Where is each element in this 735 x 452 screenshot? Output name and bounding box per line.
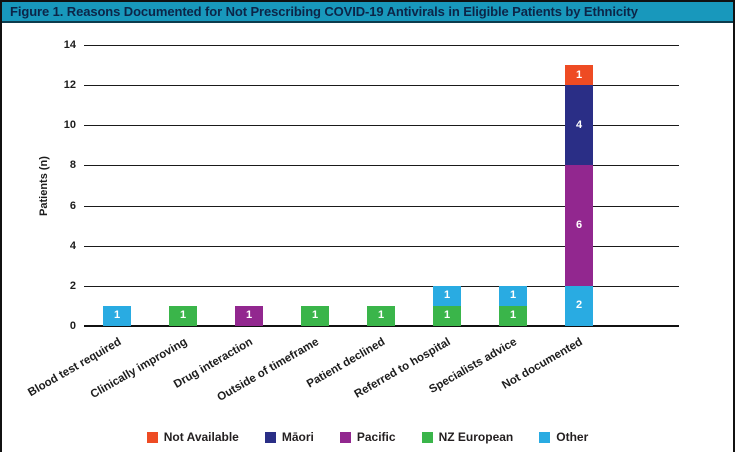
bar-value-label: 2	[575, 299, 583, 312]
legend-label: Not Available	[163, 430, 239, 444]
gridline	[84, 245, 679, 247]
gridline	[84, 205, 679, 207]
legend: Not Available Māori Pacific NZ European Othe…	[2, 430, 733, 444]
legend-swatch	[146, 431, 158, 443]
y-tick-label: 10	[63, 119, 76, 132]
y-tick-label: 14	[63, 39, 76, 51]
gridline	[84, 85, 679, 87]
bar-value-label: 1	[311, 309, 319, 322]
y-tick-label: 4	[69, 239, 76, 252]
y-axis-label: Patients (n)	[38, 156, 50, 216]
legend-swatch	[539, 431, 551, 443]
legend-item: Pacific	[339, 430, 396, 444]
y-tick-label: 12	[63, 79, 76, 92]
gridline	[84, 165, 679, 167]
y-tick-label: 0	[69, 320, 76, 332]
legend-label: NZ European	[438, 430, 514, 444]
bar-segment: 6	[565, 165, 593, 286]
legend-swatch	[264, 431, 276, 443]
legend-swatch	[339, 431, 351, 443]
bar-segment: 1	[367, 305, 395, 326]
bar-value-label: 1	[575, 68, 583, 81]
legend-item: Not Available	[146, 430, 239, 444]
bar-value-label: 1	[179, 309, 187, 322]
y-tick-label: 2	[69, 279, 76, 292]
bar-segment: 1	[499, 305, 527, 326]
y-tick-label: 6	[69, 199, 76, 212]
bar-value-label: 1	[443, 289, 451, 302]
bar-segment: 2	[565, 285, 593, 326]
bar-segment: 1	[499, 285, 527, 306]
legend-label: Pacific	[356, 430, 396, 444]
bar-segment: 4	[565, 85, 593, 166]
x-axis-line	[84, 325, 679, 327]
legend-label: Māori	[281, 430, 314, 444]
gridline	[84, 285, 679, 287]
bar-segment: 1	[169, 305, 197, 326]
legend-item: NZ European	[421, 430, 514, 444]
bar-value-label: 1	[509, 289, 517, 302]
bar-value-label: 4	[575, 118, 583, 131]
bar-segment: 1	[103, 305, 131, 326]
bar-segment: 1	[433, 285, 461, 306]
figure-title-bar: Figure 1. Reasons Documented for Not Pre…	[2, 2, 733, 23]
bar-value-label: 1	[113, 309, 121, 322]
legend-item: Māori	[264, 430, 314, 444]
gridline	[84, 45, 679, 46]
bar-segment: 1	[565, 65, 593, 86]
bar-segment: 1	[301, 305, 329, 326]
bar-value-label: 1	[377, 309, 385, 322]
bar-value-label: 6	[575, 219, 583, 232]
bar-segment: 1	[433, 305, 461, 326]
bar-segment: 1	[235, 305, 263, 326]
legend-swatch	[421, 431, 433, 443]
bar-value-label: 1	[443, 309, 451, 322]
legend-item: Other	[539, 430, 588, 444]
bar-value-label: 1	[509, 309, 517, 322]
legend-label: Other	[556, 430, 589, 444]
gridline	[84, 125, 679, 127]
bar-value-label: 1	[245, 309, 253, 322]
y-tick-label: 8	[69, 159, 76, 172]
